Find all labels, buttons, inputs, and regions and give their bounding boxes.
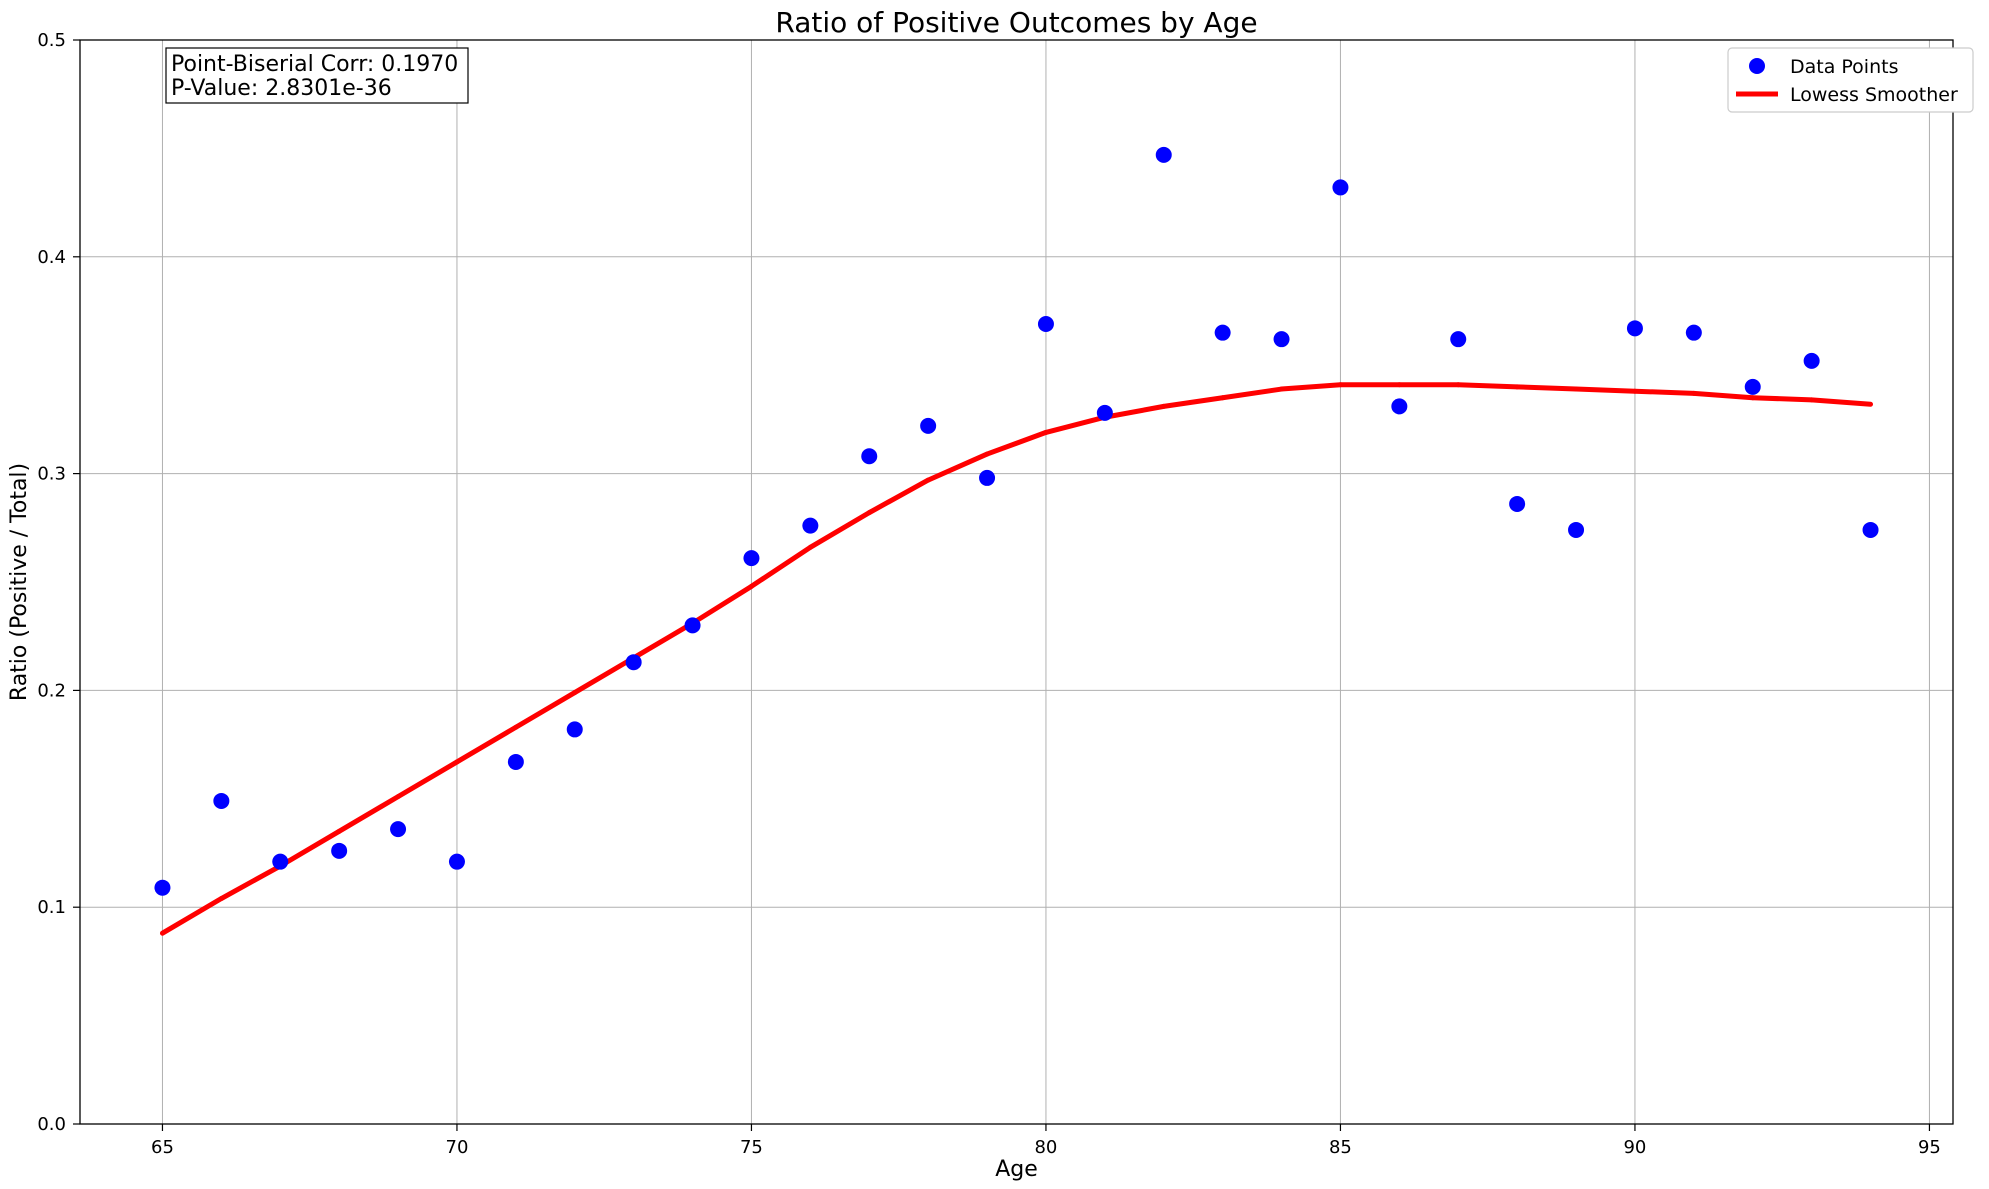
lowess-line-segment [925,451,990,483]
data-point [1626,320,1643,337]
lowess-line-segment [866,477,931,516]
lowess-line-segment [572,655,637,696]
correlation-text: Point-Biserial Corr: 0.1970 [171,52,458,77]
lowess-line-segment [159,896,224,936]
y-tick-label: 0.0 [37,1114,66,1135]
data-point [1332,179,1349,196]
lowess-line-segment [1514,384,1579,392]
data-point [566,721,583,738]
lowess-line-segment [277,828,342,869]
lowess-line-segment [984,429,1049,457]
lowess-line-segment [218,863,283,902]
data-point [1391,398,1408,415]
x-tick-label: 95 [1918,1137,1941,1158]
legend-box [1727,47,1974,113]
lowess-line-segment [1809,397,1874,407]
data-point [448,853,465,870]
data-point [213,792,230,809]
lowess-line-segment [1691,390,1756,401]
data-point [802,517,819,534]
data-point [390,821,407,838]
x-tick-label: 85 [1329,1137,1352,1158]
data-point [1450,331,1467,348]
lowess-line-segment [690,583,754,626]
stats-annotation: Point-Biserial Corr: 0.1970 P-Value: 2.8… [165,47,469,104]
lowess-line-series [159,382,1874,936]
data-point [1862,521,1879,538]
lowess-line-segment [1102,403,1167,420]
y-tick-label: 0.4 [37,247,66,268]
lowess-line-segment [1632,388,1697,396]
lowess-line-segment [631,620,696,661]
stats-annotation-box [165,47,469,104]
p-value-text: P-Value: 2.8301e-36 [171,76,392,101]
chart-title: Ratio of Positive Outcomes by Age [775,6,1257,39]
data-point [1744,378,1761,395]
data-point [1096,404,1113,421]
data-point [979,469,996,486]
lowess-line-segment [395,759,460,800]
data-point [507,753,524,770]
plot-frame [79,39,1954,1125]
data-point [1214,324,1231,341]
data-points-series [154,146,1879,896]
data-point [331,842,348,859]
data-point [920,417,937,434]
data-point [272,853,289,870]
data-point [154,879,171,896]
y-axis-label: Ratio (Positive / Total) [7,463,32,701]
lowess-line-segment [1750,395,1815,403]
x-tick-label: 90 [1623,1137,1646,1158]
legend: Data Points Lowess Smoother [1727,47,1974,113]
data-point [1803,352,1820,369]
data-point [743,550,760,567]
axis-ticks: 65 70 75 80 85 90 95 0.0 0.1 0.2 0.3 0.4 0.5 [37,30,1941,1158]
lowess-line-segment [1220,386,1285,401]
lowess-line-segment [1455,382,1520,390]
legend-marker-data-points [1749,58,1765,74]
data-point [625,654,642,671]
data-point [1685,324,1702,341]
x-tick-label: 75 [740,1137,763,1158]
data-point [861,448,878,465]
plot-series [154,146,1879,936]
lowess-line-segment [336,794,401,834]
data-point [1509,495,1526,512]
lowess-line-segment [454,724,519,765]
y-tick-label: 0.1 [37,897,66,918]
x-tick-label: 65 [151,1137,174,1158]
y-tick-label: 0.2 [37,680,66,701]
legend-label-lowess-smoother: Lowess Smoother [1790,84,1958,106]
data-point [684,617,701,634]
y-tick-label: 0.3 [37,464,66,485]
x-tick-label: 70 [446,1137,469,1158]
y-tick-label: 0.5 [37,30,66,51]
data-point [1037,316,1054,333]
lowess-line-segment [1161,395,1226,409]
lowess-line-segment [1279,382,1343,392]
lowess-line-segment [748,544,813,589]
lowess-line-segment [1043,414,1108,435]
lowess-line-segment [1573,386,1638,394]
data-point [1155,146,1172,163]
legend-label-data-points: Data Points [1790,56,1898,78]
data-point [1273,331,1290,348]
x-tick-label: 80 [1034,1137,1057,1158]
data-point [1568,521,1585,538]
x-axis-label: Age [995,1157,1038,1182]
lowess-line-segment [807,510,872,550]
lowess-line-segment [513,690,578,730]
